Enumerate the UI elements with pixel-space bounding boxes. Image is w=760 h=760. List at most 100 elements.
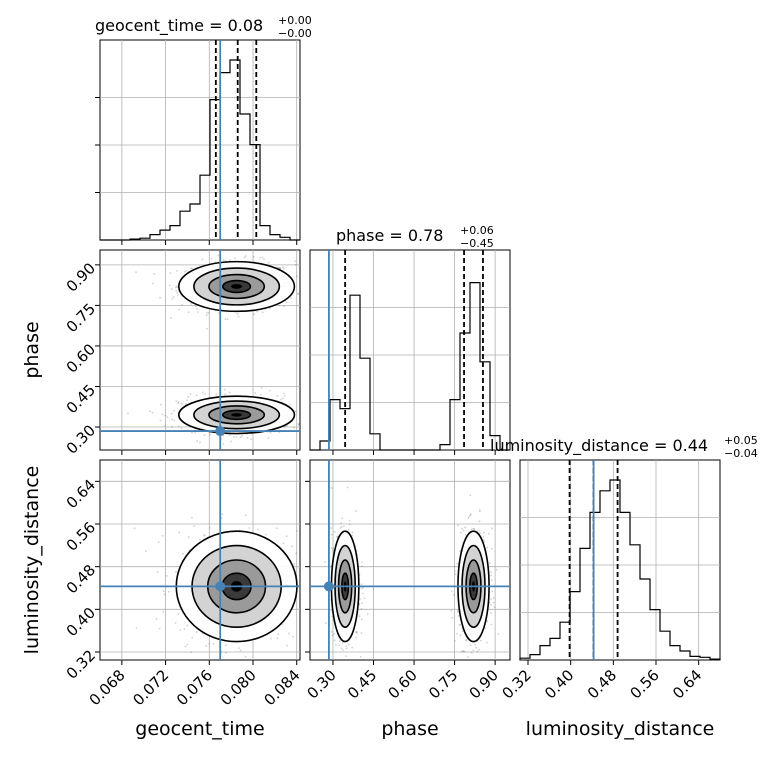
sample-point xyxy=(340,522,342,524)
title-geocent-time-minus: −0.00 xyxy=(278,27,312,40)
sample-point xyxy=(268,389,271,392)
y-tick-label: 0.30 xyxy=(63,421,99,457)
sample-point xyxy=(361,592,364,595)
sample-point xyxy=(490,547,493,550)
sample-point xyxy=(490,527,493,530)
sample-point xyxy=(359,655,362,658)
sample-point xyxy=(267,437,270,440)
sample-point xyxy=(332,547,335,550)
sample-point xyxy=(229,259,231,262)
x-tick-label: 0.076 xyxy=(173,666,216,709)
sample-point xyxy=(149,410,151,413)
sample-point xyxy=(202,391,204,394)
sample-point xyxy=(256,310,259,313)
sample-point xyxy=(196,440,199,443)
sample-point xyxy=(183,628,186,630)
sample-point xyxy=(341,517,344,520)
sample-point xyxy=(201,258,204,261)
sample-point xyxy=(325,622,327,625)
sample-point xyxy=(133,527,136,530)
sample-point xyxy=(339,640,341,642)
sample-point xyxy=(472,527,475,530)
sample-point xyxy=(163,593,166,596)
sample-point xyxy=(232,436,235,438)
sample-point xyxy=(202,533,205,536)
sample-point xyxy=(155,618,158,620)
sample-point xyxy=(221,513,224,516)
sample-point xyxy=(472,649,475,652)
sample-point xyxy=(187,396,190,398)
sample-point xyxy=(330,609,333,612)
sample-point xyxy=(291,545,294,548)
sample-point xyxy=(158,627,161,630)
x-tick-label: 0.32 xyxy=(498,666,534,702)
y-tick-label: 0.56 xyxy=(63,518,99,554)
sample-point xyxy=(178,531,181,534)
sample-point xyxy=(157,541,160,544)
sample-point xyxy=(261,311,264,314)
sample-point xyxy=(330,533,333,536)
sample-point xyxy=(224,651,227,654)
sample-point xyxy=(457,609,459,611)
sample-point xyxy=(355,636,357,639)
sample-point xyxy=(171,288,173,290)
sample-point xyxy=(267,261,270,264)
sample-point xyxy=(279,266,282,269)
sample-point xyxy=(288,632,290,635)
sample-point xyxy=(135,271,137,274)
sample-point xyxy=(363,597,366,600)
sample-point xyxy=(186,624,189,627)
panel-hist-luminosity-distance xyxy=(519,459,721,661)
density-contour xyxy=(231,284,243,289)
sample-point xyxy=(197,311,200,313)
sample-point xyxy=(170,412,173,415)
sample-point xyxy=(204,534,206,537)
sample-point xyxy=(361,602,364,605)
sample-point xyxy=(250,438,253,441)
sample-point xyxy=(269,637,272,640)
sample-point xyxy=(469,644,472,647)
sample-point xyxy=(476,650,479,653)
x-tick-label: 0.48 xyxy=(584,666,620,702)
sample-point xyxy=(191,431,193,434)
sample-point xyxy=(460,531,462,534)
sample-point xyxy=(260,386,263,389)
sample-point xyxy=(468,515,471,518)
sample-point xyxy=(252,255,255,258)
sample-point xyxy=(199,538,201,541)
sample-point xyxy=(182,552,184,555)
sample-point xyxy=(259,393,262,396)
sample-point xyxy=(236,312,239,315)
y-tick-label: 0.90 xyxy=(63,259,99,295)
sample-point xyxy=(475,646,477,649)
sample-point xyxy=(345,655,348,658)
sample-point xyxy=(195,631,198,634)
sample-point xyxy=(176,292,178,294)
sample-point xyxy=(464,526,467,529)
sample-point xyxy=(355,630,358,633)
sample-point xyxy=(162,610,165,613)
sample-point xyxy=(492,601,495,604)
sample-point xyxy=(456,632,459,635)
sample-point xyxy=(210,257,213,260)
sample-point xyxy=(351,534,354,537)
sample-point xyxy=(465,638,467,641)
y-tick-label: 0.64 xyxy=(63,476,99,512)
truth-point xyxy=(215,426,226,437)
sample-point xyxy=(497,633,500,635)
sample-point xyxy=(165,574,168,577)
sample-point xyxy=(190,302,193,305)
sample-point xyxy=(184,403,187,405)
sample-point xyxy=(285,535,288,538)
sample-point xyxy=(478,520,481,523)
sample-point xyxy=(223,388,226,391)
sample-point xyxy=(207,311,210,314)
title-geocent-time: geocent_time = 0.08 xyxy=(95,16,263,36)
x-tick-label: 0.40 xyxy=(541,666,577,702)
sample-point xyxy=(330,527,332,530)
sample-point xyxy=(177,402,180,405)
sample-point xyxy=(473,528,476,530)
sample-point xyxy=(277,633,280,636)
sample-point xyxy=(179,629,182,631)
sample-point xyxy=(339,527,342,529)
